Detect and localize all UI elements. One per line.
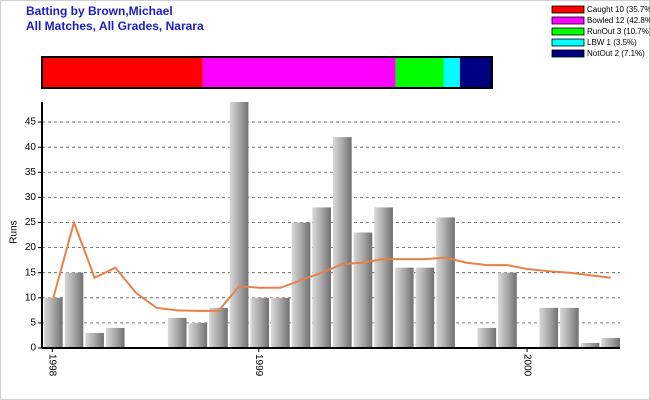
bar (353, 232, 373, 348)
stack-segment (395, 57, 444, 88)
y-tick-label: 30 (25, 192, 37, 203)
y-tick-label: 5 (30, 318, 36, 329)
bar (105, 327, 125, 348)
bar (580, 342, 600, 348)
legend-label: RunOut 3 (10.7%) (587, 27, 650, 36)
stack-segment (459, 57, 492, 88)
legend-swatch (551, 27, 585, 36)
y-tick-label: 40 (25, 142, 37, 153)
bar (229, 102, 249, 348)
bar (415, 267, 435, 348)
legend-swatch (551, 16, 585, 25)
bar (601, 337, 620, 348)
y-tick-label: 0 (30, 343, 36, 354)
bar (498, 272, 517, 348)
bar (477, 327, 497, 348)
bar (167, 317, 187, 348)
y-axis-label: Runs (9, 220, 20, 243)
legend-label: Caught 10 (35.7%) (587, 5, 650, 14)
y-tick-label: 15 (25, 267, 37, 278)
legend-label: LBW 1 (3.5%) (587, 38, 637, 47)
average-line (52, 219, 611, 312)
bar (436, 217, 455, 348)
bar (209, 307, 228, 348)
legend-swatch (551, 38, 585, 47)
bar (188, 322, 208, 348)
bar (539, 307, 559, 348)
stack-segment (42, 57, 203, 88)
x-tick-label: 1998 (47, 354, 58, 377)
chart-subtitle: All Matches, All Grades, Narara (26, 19, 204, 33)
bar (394, 267, 414, 348)
chart-title: Batting by Brown,Michael (26, 4, 173, 18)
bar (271, 297, 290, 348)
bar (312, 207, 331, 348)
stack-segment (443, 57, 460, 88)
x-tick-label: 1999 (253, 354, 264, 377)
legend-label: NotOut 2 (7.1%) (587, 49, 645, 58)
legend-swatch (551, 49, 585, 58)
bar (333, 137, 352, 348)
y-tick-label: 35 (25, 167, 37, 178)
stack-outline (41, 56, 493, 89)
bar (64, 272, 84, 348)
bar (291, 222, 311, 348)
y-tick-label: 25 (25, 217, 37, 228)
bar (250, 297, 270, 348)
bar (44, 297, 63, 348)
legend-label: Bowled 12 (42.8%) (587, 16, 650, 25)
y-tick-label: 20 (25, 242, 37, 253)
bar (560, 307, 579, 348)
y-tick-label: 10 (25, 292, 37, 303)
bar (85, 332, 104, 348)
x-tick-label: 2000 (521, 354, 532, 377)
stack-segment (202, 57, 396, 88)
y-tick-label: 45 (25, 117, 37, 128)
legend-swatch (551, 5, 585, 14)
bar (374, 207, 393, 348)
